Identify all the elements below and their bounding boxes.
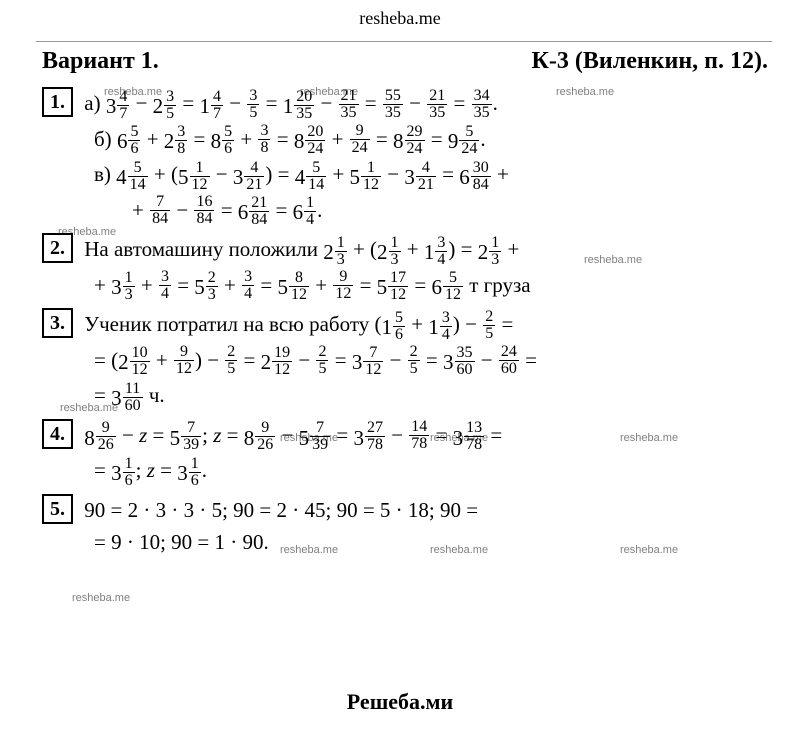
problem-5: 5. 90 = 2 · 3 · 3 · 5; 90 = 2 · 45; 90 =…	[42, 494, 790, 559]
text: Ученик потратил на всю работу	[84, 312, 374, 336]
content: resheba.me resheba.me resheba.me resheba…	[0, 83, 800, 559]
variant-label: Вариант 1.	[42, 48, 159, 75]
p5-line-1: 5. 90 = 2 · 3 · 3 · 5; 90 = 2 · 45; 90 =…	[42, 494, 790, 527]
p3-line-3: = 31160 ч.	[42, 379, 790, 415]
p1-line-b: б) 656 + 238 = 856 + 38 = 82024 + 924 = …	[42, 123, 790, 159]
text: = 9 · 10; 90 = 1 · 90.	[94, 530, 269, 554]
text: ч.	[144, 383, 165, 407]
text: б)	[94, 127, 117, 151]
p3-line-1: 3. Ученик потратил на всю работу (156 + …	[42, 308, 790, 344]
footer-link: Решеба.ми	[0, 689, 800, 715]
problem-1: 1. а) 347 − 235 = 147 − 35 = 12035 − 213…	[42, 87, 790, 229]
text: а)	[84, 91, 106, 115]
problem-number: 2.	[42, 233, 73, 263]
top-link: resheba.me	[0, 0, 800, 41]
header: Вариант 1. К-3 (Виленкин, п. 12).	[0, 48, 800, 83]
problem-number: 4.	[42, 419, 73, 449]
problem-number: 5.	[42, 494, 73, 524]
problem-3: 3. Ученик потратил на всю работу (156 + …	[42, 308, 790, 415]
p1-line-a: 1. а) 347 − 235 = 147 − 35 = 12035 − 213…	[42, 87, 790, 123]
watermark: resheba.me	[72, 590, 130, 607]
source-label: К-3 (Виленкин, п. 12).	[532, 48, 768, 75]
text: На автомашину положили	[84, 237, 323, 261]
text: в)	[94, 162, 116, 186]
problem-number: 1.	[42, 87, 73, 117]
p4-line-1: 4. 8926 − z = 5739; z = 8926 − 5739 = 32…	[42, 419, 790, 455]
text: 90 = 2 · 3 · 3 · 5; 90 = 2 · 45; 90 = 5 …	[84, 498, 478, 522]
p1-line-c2: + 784 − 1684 = 62184 = 614.	[42, 194, 790, 230]
divider	[36, 41, 772, 42]
problem-4: 4. 8926 − z = 5739; z = 8926 − 5739 = 32…	[42, 419, 790, 490]
problem-number: 3.	[42, 308, 73, 338]
p3-line-2: = (21012 + 912) − 25 = 21912 − 25 = 3712…	[42, 344, 790, 380]
p2-line-1: 2. На автомашину положили 213 + (213 + 1…	[42, 233, 790, 269]
p2-line-2: + 313 + 34 = 523 + 34 = 5812 + 912 = 517…	[42, 269, 790, 305]
p1-line-c1: в) 4514 + (5112 − 3421) = 4514 + 5112 − …	[42, 158, 790, 194]
p4-line-2: = 316; z = 316.	[42, 454, 790, 490]
problem-2: 2. На автомашину положили 213 + (213 + 1…	[42, 233, 790, 304]
p5-line-2: = 9 · 10; 90 = 1 · 90.	[42, 526, 790, 559]
text: т груза	[464, 273, 531, 297]
